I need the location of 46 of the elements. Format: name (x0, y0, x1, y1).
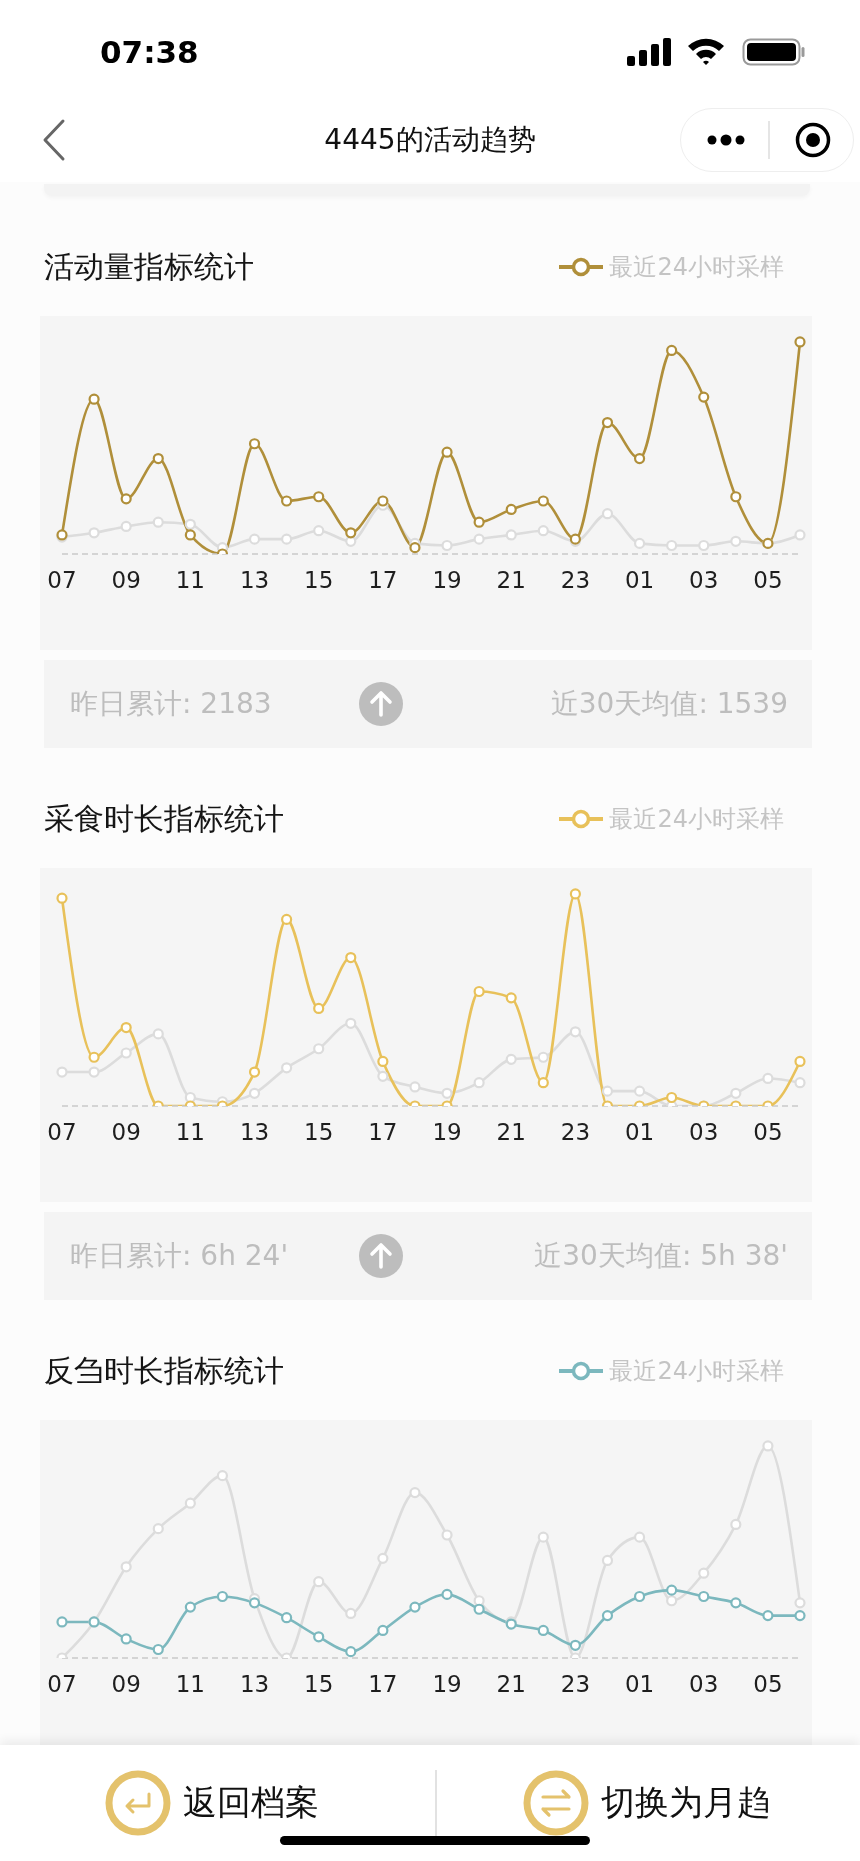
legend-label: 最近24小时采样 (609, 804, 784, 835)
x-tick-label: 09 (111, 567, 141, 594)
x-tick-label: 13 (239, 567, 270, 594)
x-tick-label: 03 (689, 567, 719, 594)
x-tick-label: 23 (560, 1671, 591, 1698)
x-tick-label: 03 (689, 1671, 719, 1698)
chart-title: 反刍时长指标统计 (44, 1351, 284, 1390)
x-tick-label: 11 (175, 1119, 205, 1146)
x-tick-label: 23 (560, 1119, 591, 1146)
x-tick-label: 05 (753, 1671, 783, 1698)
x-tick-label: 19 (432, 1119, 462, 1146)
chart-title: 活动量指标统计 (44, 247, 254, 286)
x-tick-label: 11 (175, 567, 205, 594)
x-tick-label: 09 (111, 1671, 141, 1698)
x-tick-label: 11 (175, 1671, 205, 1698)
x-tick-label: 01 (624, 567, 655, 594)
x-tick-label: 19 (432, 1671, 462, 1698)
x-tick-label: 23 (560, 567, 591, 594)
x-tick-label: 01 (624, 1671, 655, 1698)
legend-label: 最近24小时采样 (609, 1356, 784, 1387)
x-tick-label: 03 (689, 1119, 719, 1146)
legend-label: 最近24小时采样 (609, 252, 784, 283)
x-tick-label: 07 (47, 1671, 77, 1698)
x-tick-label: 13 (239, 1119, 270, 1146)
x-tick-label: 19 (432, 567, 462, 594)
x-tick-label: 01 (624, 1119, 655, 1146)
x-tick-label: 15 (304, 567, 334, 594)
x-tick-label: 07 (47, 1119, 77, 1146)
text: 07:38 (100, 33, 199, 72)
x-tick-label: 09 (111, 1119, 141, 1146)
x-tick-label: 05 (753, 567, 783, 594)
x-tick-label: 15 (304, 1119, 334, 1146)
x-tick-label: 05 (753, 1119, 783, 1146)
text: 4445的活动趋势 (323, 122, 537, 158)
x-tick-label: 21 (496, 567, 526, 594)
text: 返回档案 (183, 1781, 319, 1824)
chart-title: 采食时长指标统计 (44, 799, 284, 838)
x-tick-label: 21 (496, 1671, 526, 1698)
x-tick-label: 21 (496, 1119, 526, 1146)
x-tick-label: 15 (304, 1671, 334, 1698)
text: 切换为月趋 (601, 1781, 771, 1824)
x-tick-label: 17 (368, 1671, 398, 1698)
x-tick-label: 17 (368, 567, 398, 594)
x-tick-label: 17 (368, 1119, 398, 1146)
x-tick-label: 13 (239, 1671, 270, 1698)
x-tick-label: 07 (47, 567, 77, 594)
